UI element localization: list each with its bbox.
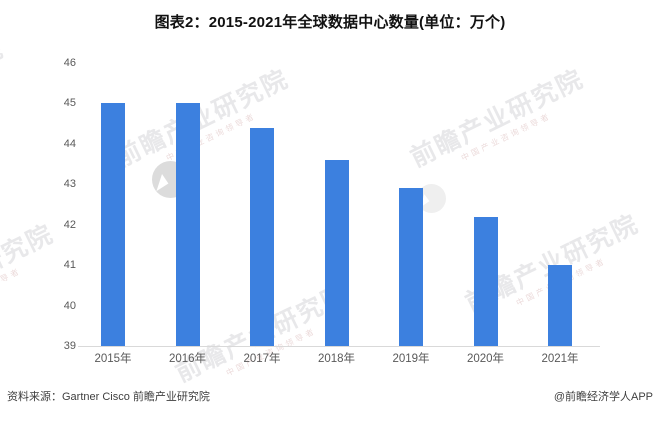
x-axis-tick-label: 2021年 — [541, 353, 579, 365]
bar-2018年 — [324, 160, 349, 346]
x-axis-tick-label: 2020年 — [466, 353, 505, 365]
x-axis-tick-label: 2018年 — [317, 353, 356, 365]
bar-2020年 — [473, 216, 498, 346]
bar-2017年 — [250, 127, 274, 346]
y-axis-tick-label: 39 — [63, 340, 76, 352]
y-axis-tick-label: 46 — [63, 56, 76, 69]
x-axis-tick-label: 2015年 — [94, 353, 132, 365]
x-axis-line — [78, 346, 600, 347]
y-axis-tick-label: 43 — [63, 178, 76, 191]
bar-2016年 — [175, 103, 200, 346]
bar-2019年 — [399, 188, 423, 346]
y-axis-tick-label: 40 — [63, 299, 76, 312]
y-axis-tick-label: 45 — [63, 97, 76, 110]
page-title: 图表2：2015-2021年全球数据中心数量(单位：万个) — [154, 14, 506, 31]
y-axis-tick-label: 41 — [63, 259, 76, 272]
x-axis-tick-label: 2019年 — [392, 353, 430, 365]
brand-credit: @前瞻经济学人APP — [553, 391, 653, 403]
data-source-note: 资料来源：Gartner Cisco 前瞻产业研究院 — [7, 391, 210, 403]
x-axis-tick-label: 2016年 — [168, 353, 207, 365]
y-axis-tick-label: 44 — [63, 137, 76, 150]
bar-2015年 — [101, 103, 125, 346]
bar-2021年 — [548, 265, 572, 346]
y-axis-tick-label: 42 — [63, 218, 76, 231]
x-axis-tick-label: 2017年 — [243, 353, 281, 365]
